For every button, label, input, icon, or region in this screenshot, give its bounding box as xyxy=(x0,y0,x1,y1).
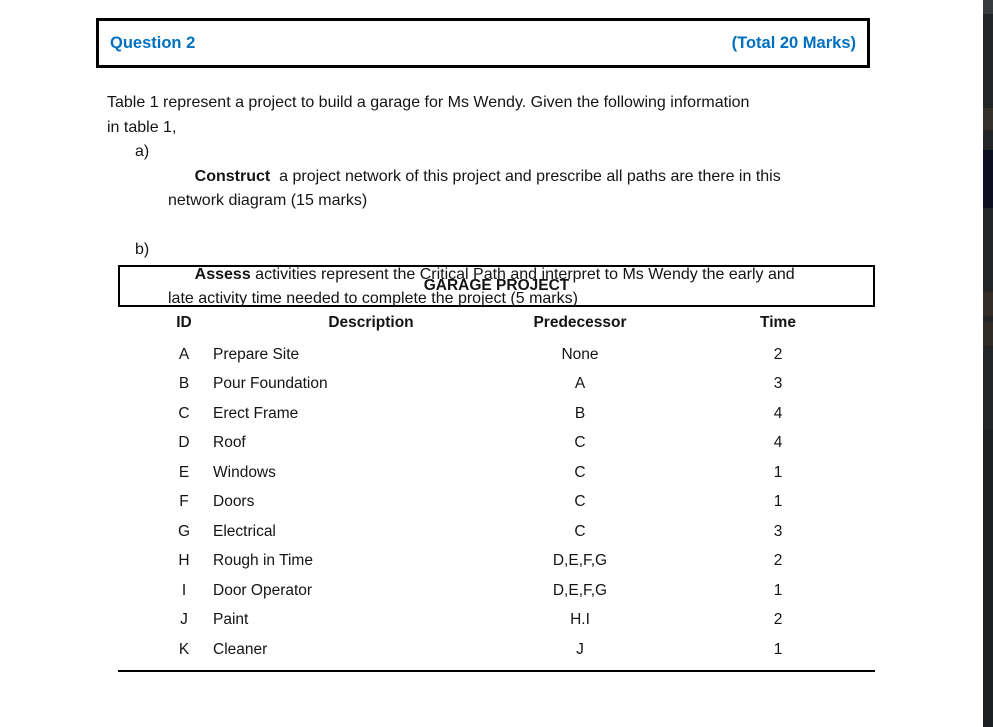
item-b-keyword: Assess xyxy=(194,265,251,283)
table-title: GARAGE PROJECT xyxy=(423,277,570,294)
column-header-predecessor: Predecessor xyxy=(533,314,627,331)
table-row: K Cleaner J 1 xyxy=(118,635,875,665)
table-title-box: GARAGE PROJECT xyxy=(118,265,875,307)
table-row: E Windows C 1 xyxy=(118,458,875,488)
row-id: F xyxy=(179,493,189,511)
table-row: J Paint H.I 2 xyxy=(118,606,875,636)
row-id: C xyxy=(178,404,190,422)
row-predecessor: D,E,F,G xyxy=(552,581,608,599)
row-predecessor: B xyxy=(574,404,586,422)
row-description: Pour Foundation xyxy=(213,375,328,393)
row-time: 1 xyxy=(773,463,783,481)
garage-project-table: GARAGE PROJECT ID Description Predecesso… xyxy=(118,265,875,672)
right-edge-dark-strip xyxy=(983,0,993,727)
column-header-time: Time xyxy=(760,314,796,331)
total-marks-label: (Total 20 Marks) xyxy=(731,33,856,52)
question-title: Question 2 xyxy=(110,33,196,52)
item-b-marker: b) xyxy=(135,241,150,258)
row-time: 2 xyxy=(773,345,783,363)
table-row: B Pour Foundation A 3 xyxy=(118,370,875,400)
row-time: 3 xyxy=(773,375,783,393)
table-header-row: ID Description Predecessor Time xyxy=(118,314,875,336)
table-body: A Prepare Site None 2 B Pour Foundation … xyxy=(118,340,875,665)
background-window-sliver xyxy=(983,0,993,14)
table-bottom-rule xyxy=(118,669,875,672)
row-id: H xyxy=(178,552,190,570)
background-window-sliver xyxy=(983,108,993,130)
list-item-a: a) Construct a project network of this pr… xyxy=(107,140,887,238)
row-description: Paint xyxy=(213,611,249,629)
row-predecessor: J xyxy=(576,640,584,658)
row-id: K xyxy=(178,640,190,658)
column-header-id: ID xyxy=(176,314,192,331)
table-row: G Electrical C 3 xyxy=(118,517,875,547)
row-time: 2 xyxy=(773,611,783,629)
question-header-box: Question 2 (Total 20 Marks) xyxy=(96,18,870,68)
row-time: 1 xyxy=(773,581,783,599)
row-predecessor: C xyxy=(574,434,586,452)
row-time: 1 xyxy=(773,640,783,658)
row-description: Rough in Time xyxy=(213,552,313,570)
row-id: J xyxy=(180,611,188,629)
table-row: I Door Operator D,E,F,G 1 xyxy=(118,576,875,606)
row-predecessor: C xyxy=(574,493,586,511)
row-description: Electrical xyxy=(213,522,276,540)
row-time: 2 xyxy=(773,552,783,570)
item-a-marker: a) xyxy=(135,143,150,160)
row-predecessor: A xyxy=(574,375,586,393)
table-row: H Rough in Time D,E,F,G 2 xyxy=(118,547,875,577)
row-id: G xyxy=(177,522,191,540)
row-id: D xyxy=(178,434,190,452)
row-description: Windows xyxy=(213,463,276,481)
row-predecessor: None xyxy=(561,345,599,363)
row-time: 4 xyxy=(773,434,783,452)
column-header-description: Description xyxy=(328,314,414,331)
row-predecessor: C xyxy=(574,463,586,481)
background-window-sliver xyxy=(983,150,993,208)
list-item-b: b) Assess activities represent the Critic… xyxy=(107,238,887,336)
row-predecessor: C xyxy=(574,522,586,540)
table-row: A Prepare Site None 2 xyxy=(118,340,875,370)
row-description: Cleaner xyxy=(213,640,268,658)
table-row: C Erect Frame B 4 xyxy=(118,399,875,429)
row-description: Door Operator xyxy=(213,581,313,599)
background-window-sliver xyxy=(983,292,993,316)
row-description: Roof xyxy=(213,434,246,452)
row-id: E xyxy=(178,463,190,481)
row-description: Doors xyxy=(213,493,255,511)
intro-paragraph: Table 1 represent a project to build a g… xyxy=(107,94,750,136)
row-predecessor: D,E,F,G xyxy=(552,552,608,570)
item-a-keyword: Construct xyxy=(194,167,271,185)
background-window-sliver xyxy=(983,322,993,346)
row-id: B xyxy=(178,375,190,393)
row-time: 1 xyxy=(773,493,783,511)
background-window-sliver xyxy=(983,430,993,727)
row-id: A xyxy=(178,345,190,363)
row-predecessor: H.I xyxy=(570,611,590,629)
table-row: F Doors C 1 xyxy=(118,488,875,518)
item-a-text: a project network of this project and pr… xyxy=(168,167,781,210)
row-time: 3 xyxy=(773,522,783,540)
question-body: Table 1 represent a project to build a g… xyxy=(107,91,887,336)
row-description: Erect Frame xyxy=(213,404,299,422)
row-id: I xyxy=(181,581,187,599)
item-b-text: activities represent the Critical Path a… xyxy=(168,265,795,308)
row-time: 4 xyxy=(773,404,783,422)
row-description: Prepare Site xyxy=(213,345,300,363)
table-row: D Roof C 4 xyxy=(118,429,875,459)
